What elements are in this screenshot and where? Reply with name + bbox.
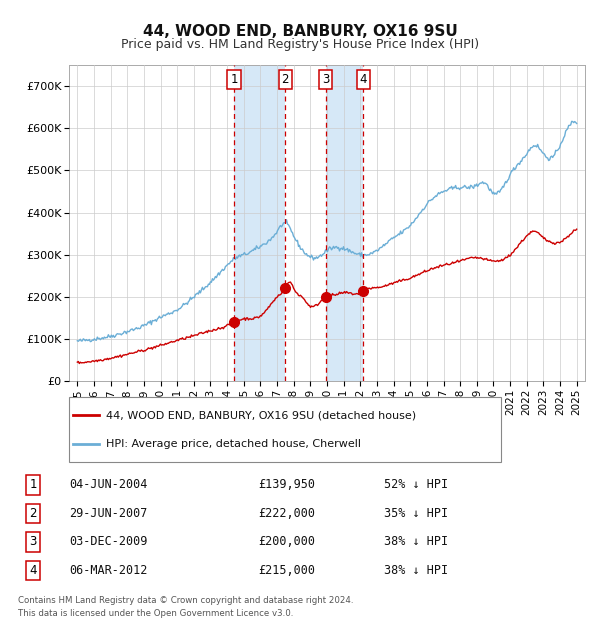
- Text: 44, WOOD END, BANBURY, OX16 9SU: 44, WOOD END, BANBURY, OX16 9SU: [143, 24, 457, 38]
- Text: £222,000: £222,000: [258, 507, 315, 520]
- Text: 2: 2: [281, 73, 289, 86]
- Text: 1: 1: [29, 479, 37, 491]
- Text: £200,000: £200,000: [258, 536, 315, 548]
- Text: 38% ↓ HPI: 38% ↓ HPI: [384, 536, 448, 548]
- Text: This data is licensed under the Open Government Licence v3.0.: This data is licensed under the Open Gov…: [18, 609, 293, 618]
- Text: 1: 1: [230, 73, 238, 86]
- Bar: [234, 65, 285, 381]
- Text: Price paid vs. HM Land Registry's House Price Index (HPI): Price paid vs. HM Land Registry's House …: [121, 38, 479, 51]
- Text: 38% ↓ HPI: 38% ↓ HPI: [384, 564, 448, 577]
- Text: HPI: Average price, detached house, Cherwell: HPI: Average price, detached house, Cher…: [106, 439, 361, 449]
- Text: £215,000: £215,000: [258, 564, 315, 577]
- Text: 3: 3: [322, 73, 329, 86]
- Text: 35% ↓ HPI: 35% ↓ HPI: [384, 507, 448, 520]
- Text: £139,950: £139,950: [258, 479, 315, 491]
- Text: 04-JUN-2004: 04-JUN-2004: [69, 479, 148, 491]
- Text: 29-JUN-2007: 29-JUN-2007: [69, 507, 148, 520]
- Text: 44, WOOD END, BANBURY, OX16 9SU (detached house): 44, WOOD END, BANBURY, OX16 9SU (detache…: [106, 410, 416, 420]
- Bar: [326, 65, 363, 381]
- Text: 4: 4: [29, 564, 37, 577]
- Text: 3: 3: [29, 536, 37, 548]
- FancyBboxPatch shape: [69, 397, 501, 462]
- Text: Contains HM Land Registry data © Crown copyright and database right 2024.: Contains HM Land Registry data © Crown c…: [18, 596, 353, 606]
- Text: 52% ↓ HPI: 52% ↓ HPI: [384, 479, 448, 491]
- Text: 06-MAR-2012: 06-MAR-2012: [69, 564, 148, 577]
- Text: 03-DEC-2009: 03-DEC-2009: [69, 536, 148, 548]
- Text: 2: 2: [29, 507, 37, 520]
- Text: 4: 4: [359, 73, 367, 86]
